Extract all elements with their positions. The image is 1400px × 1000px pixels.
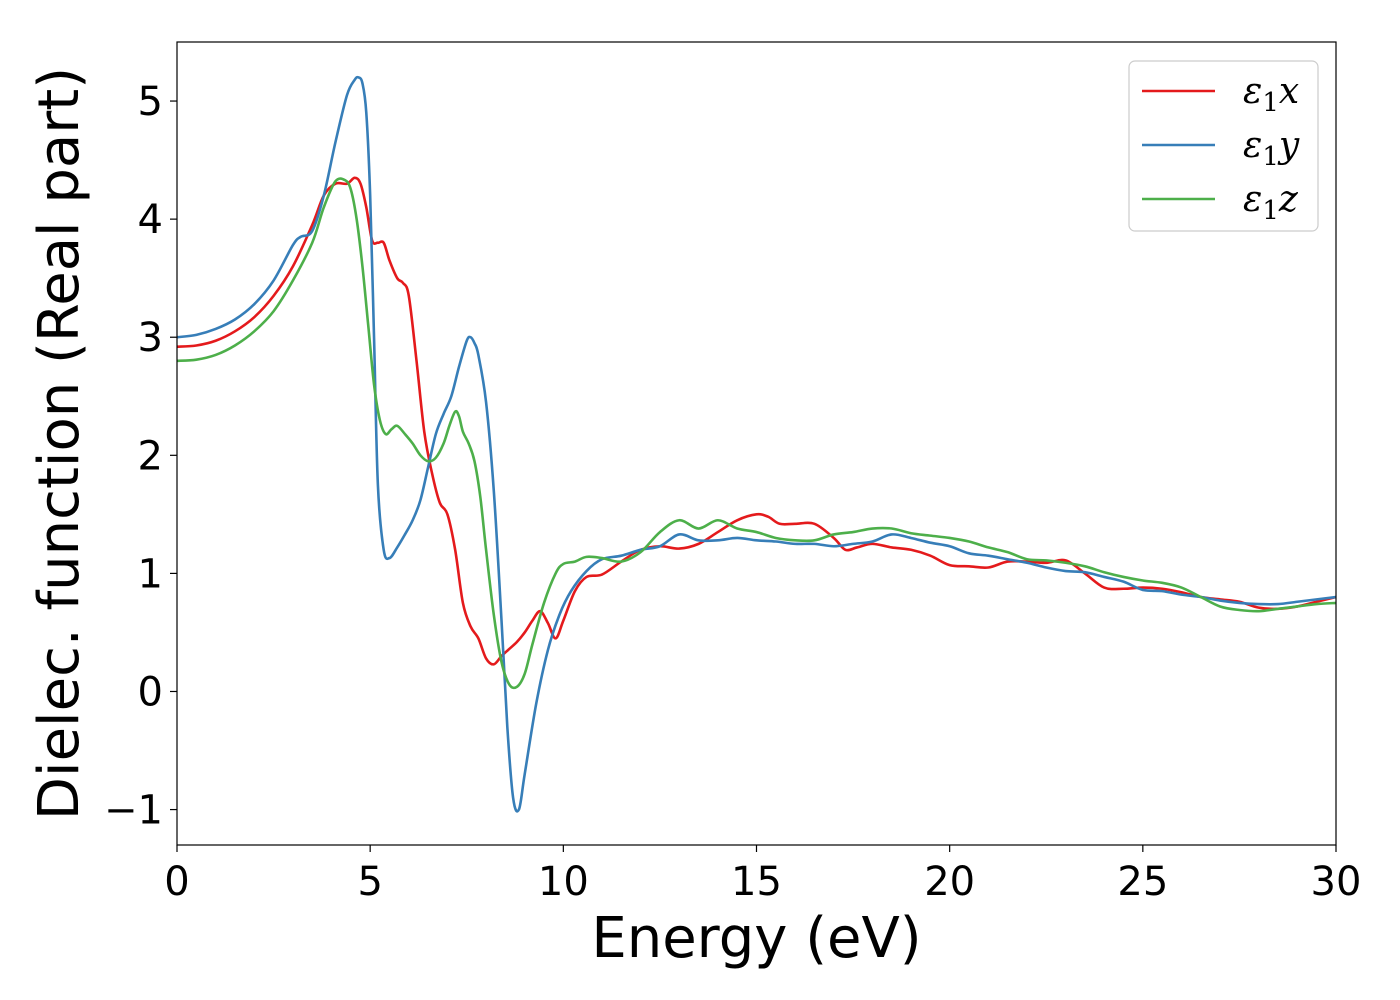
y-tick-label: 5 xyxy=(138,79,163,125)
x-tick-label: 25 xyxy=(1117,859,1168,905)
legend-label-component: y xyxy=(1277,125,1300,166)
legend-box xyxy=(1128,60,1319,232)
legend-label-component: z xyxy=(1278,179,1299,220)
series-line-z xyxy=(177,177,1336,690)
x-tick-label: 10 xyxy=(538,859,589,905)
legend-label-x: ε1x xyxy=(1243,71,1299,118)
plot-lines xyxy=(177,75,1336,813)
y-tick-label: 0 xyxy=(138,669,163,715)
legend-label-subscript: 1 xyxy=(1262,142,1279,172)
legend-label-symbol: ε xyxy=(1243,125,1262,166)
legend-label-y: ε1y xyxy=(1243,125,1300,172)
y-tick-label: 1 xyxy=(138,551,163,597)
x-tick-label: 15 xyxy=(731,859,782,905)
y-tick-label: −1 xyxy=(104,788,163,834)
y-axis-title: Dielec. function (Real part) xyxy=(27,67,92,820)
legend-label-subscript: 1 xyxy=(1262,88,1279,118)
x-tick-label: 30 xyxy=(1311,859,1362,905)
y-axis-ticks: −1 0 1 2 3 4 5 xyxy=(104,79,177,834)
series-line-y xyxy=(177,75,1336,813)
legend-label-component: x xyxy=(1279,71,1299,112)
y-tick-label: 3 xyxy=(138,315,163,361)
x-axis-ticks: 0 5 10 15 20 25 30 xyxy=(164,845,1361,905)
legend-label-symbol: ε xyxy=(1243,179,1262,220)
y-tick-label: 2 xyxy=(138,433,163,479)
x-tick-label: 20 xyxy=(924,859,975,905)
x-tick-label: 5 xyxy=(357,859,382,905)
x-axis-title: Energy (eV) xyxy=(591,906,921,971)
y-tick-label: 4 xyxy=(138,197,163,243)
legend-label-subscript: 1 xyxy=(1262,196,1279,226)
legend-label-z: ε1z xyxy=(1243,179,1299,226)
x-tick-label: 0 xyxy=(164,859,189,905)
legend-label-symbol: ε xyxy=(1243,71,1262,112)
